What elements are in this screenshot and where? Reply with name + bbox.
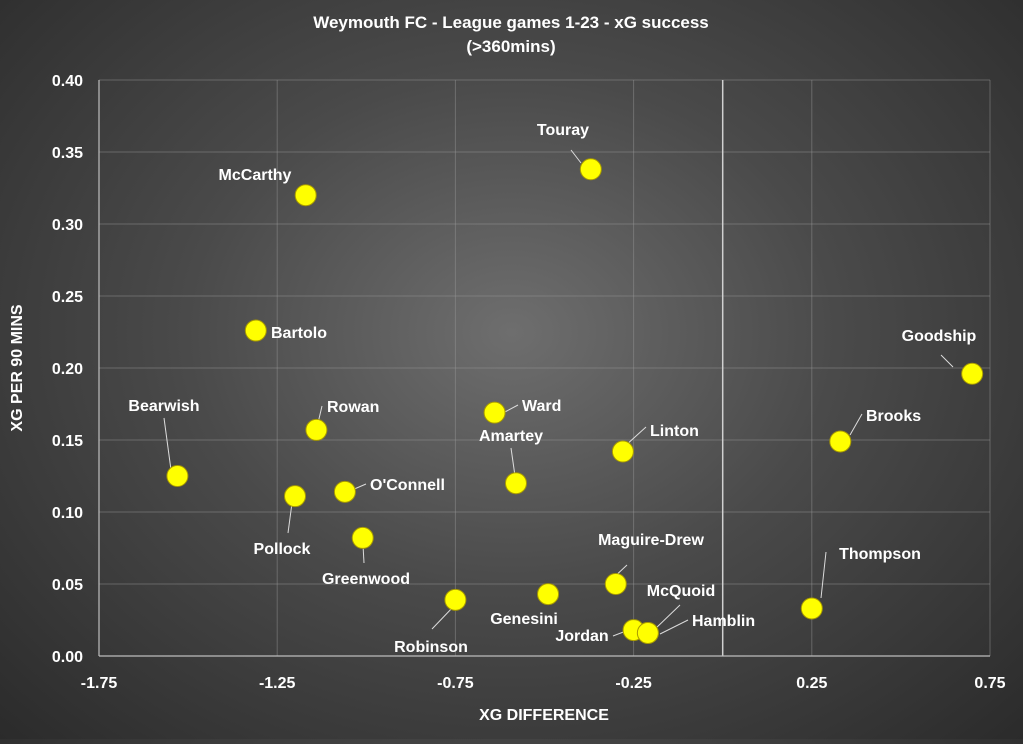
point-label: O'Connell xyxy=(370,477,445,494)
chart-title: Weymouth FC - League games 1-23 - xG suc… xyxy=(313,13,709,32)
point-label: Touray xyxy=(537,122,589,139)
x-tick-label: -1.75 xyxy=(81,675,118,692)
x-axis-title: XG DIFFERENCE xyxy=(479,707,609,724)
leader-line xyxy=(659,619,689,635)
leader-line xyxy=(653,604,681,631)
data-point xyxy=(611,440,634,463)
point-label: Pollock xyxy=(254,541,311,558)
data-point xyxy=(333,480,356,503)
x-tick-label: -0.75 xyxy=(437,675,474,692)
point-label: McCarthy xyxy=(219,167,292,184)
point-label: McQuoid xyxy=(647,583,715,600)
point-label: Robinson xyxy=(394,639,468,656)
y-axis-title: XG PER 90 MINS xyxy=(9,304,26,431)
point-label: Rowan xyxy=(327,399,379,416)
point-label: Hamblin xyxy=(692,613,755,630)
leader-line xyxy=(510,447,516,477)
y-tick-label: 0.15 xyxy=(52,433,83,450)
data-point xyxy=(444,588,467,611)
y-tick-label: 0.00 xyxy=(52,649,83,666)
leader-line xyxy=(431,605,455,630)
leader-line xyxy=(163,417,172,471)
point-label: Brooks xyxy=(866,408,921,425)
data-point xyxy=(166,465,189,487)
point-label: Amartey xyxy=(479,428,543,445)
x-tick-label: -1.25 xyxy=(259,675,296,692)
leader-line xyxy=(820,551,827,599)
data-point xyxy=(284,485,307,508)
data-point xyxy=(579,158,602,181)
point-label: Thompson xyxy=(839,546,921,563)
data-point xyxy=(800,597,823,620)
data-point xyxy=(961,362,984,385)
point-label: Goodship xyxy=(902,328,977,345)
leader-line xyxy=(287,502,293,534)
data-point xyxy=(351,526,374,549)
data-point xyxy=(294,184,317,207)
y-tick-label: 0.30 xyxy=(52,217,83,234)
data-point xyxy=(504,472,527,495)
point-label: Bearwish xyxy=(128,398,199,415)
y-tick-label: 0.20 xyxy=(52,361,83,378)
data-point xyxy=(636,621,659,644)
y-tick-label: 0.10 xyxy=(52,505,83,522)
point-labels: Touray McCarthy Bartolo Goodship Bearwish Row… xyxy=(128,122,976,656)
point-label: Jordan xyxy=(555,628,608,645)
leader-line xyxy=(940,354,954,368)
point-label: Greenwood xyxy=(322,571,410,588)
grid xyxy=(98,79,991,657)
data-point xyxy=(829,430,852,453)
leader-line xyxy=(849,413,863,436)
data-points xyxy=(166,158,984,644)
point-label: Maguire-Drew xyxy=(598,532,704,549)
leader-lines xyxy=(163,149,954,637)
point-label: Genesini xyxy=(490,611,558,628)
data-point xyxy=(305,418,328,441)
leader-line xyxy=(570,149,582,164)
data-point xyxy=(244,319,267,342)
y-tick-label: 0.35 xyxy=(52,145,83,162)
y-tick-label: 0.05 xyxy=(52,577,83,594)
point-label: Linton xyxy=(650,423,699,440)
data-point xyxy=(537,583,560,606)
data-point xyxy=(483,401,506,424)
point-label: Ward xyxy=(522,398,561,415)
y-tick-label: 0.40 xyxy=(52,73,83,90)
axes: 0.00 0.05 0.10 0.15 0.20 0.25 0.30 0.35 0.40 -1.7… xyxy=(52,73,1006,692)
x-tick-label: -0.25 xyxy=(615,675,652,692)
chart-subtitle: (>360mins) xyxy=(466,37,555,56)
data-point xyxy=(604,573,627,595)
x-tick-label: 0.75 xyxy=(974,675,1005,692)
x-tick-label: 0.25 xyxy=(796,675,827,692)
point-label: Bartolo xyxy=(271,325,327,342)
y-tick-label: 0.25 xyxy=(52,289,83,306)
